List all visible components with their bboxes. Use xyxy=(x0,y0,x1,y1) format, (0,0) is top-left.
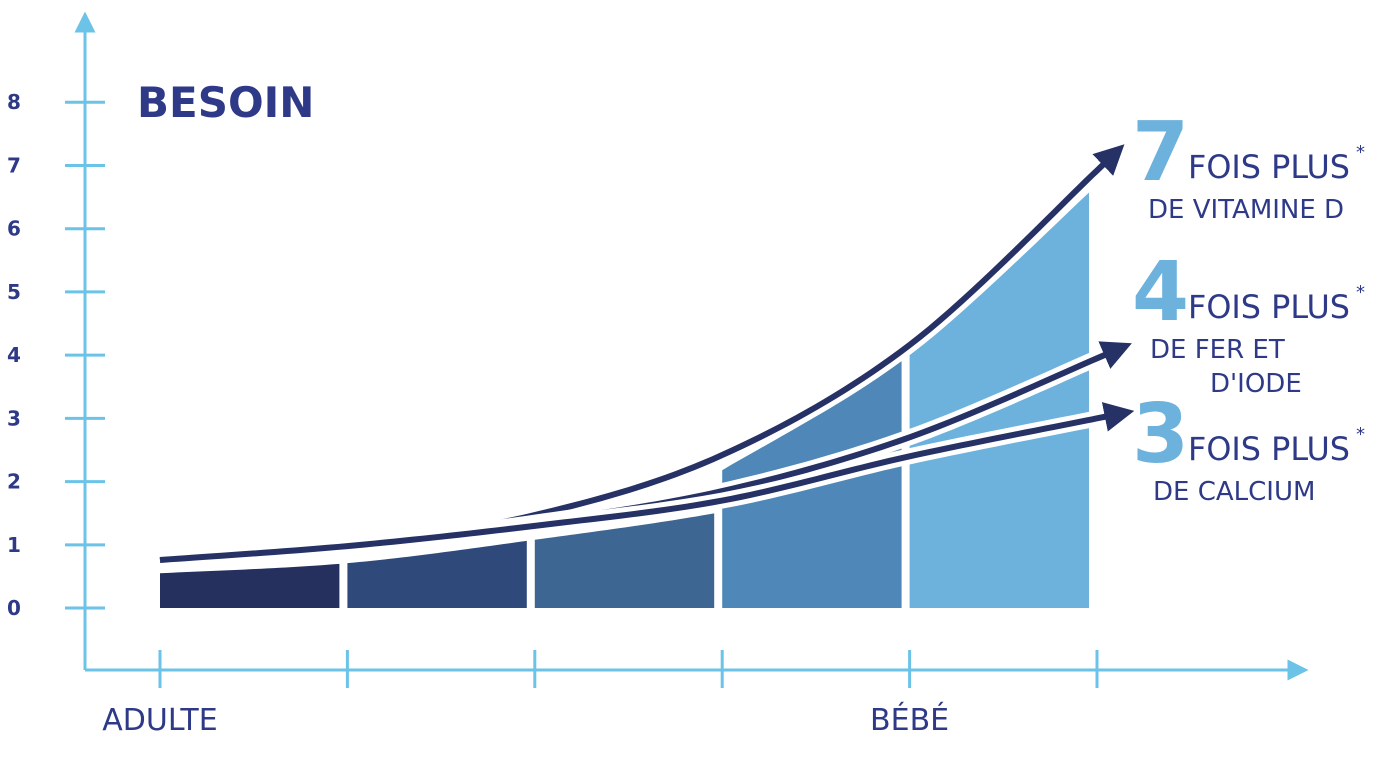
annotation-detail: DE CALCIUM xyxy=(1153,477,1315,507)
chart-title: BESOIN xyxy=(137,78,314,127)
y-tick-label: 1 xyxy=(7,533,21,557)
y-tick-label: 5 xyxy=(7,280,21,304)
x-tick-label: BÉBÉ xyxy=(870,702,949,738)
y-tick-label: 2 xyxy=(7,470,21,494)
annotation-mark: * xyxy=(1356,282,1365,303)
annotation-detail: DE VITAMINE D xyxy=(1148,195,1344,225)
annotation-mark: * xyxy=(1356,424,1365,445)
area-segment xyxy=(534,513,715,609)
annotation-number: 4 xyxy=(1132,245,1189,340)
line xyxy=(159,402,1135,563)
y-tick-label: 4 xyxy=(7,343,21,367)
y-tick-label: 7 xyxy=(7,153,21,177)
annotation-text: FOIS PLUS xyxy=(1188,148,1350,186)
x-tick-label: ADULTE xyxy=(102,703,217,738)
y-tick-label: 3 xyxy=(7,406,21,430)
area-segment xyxy=(347,540,527,609)
annotation-text: FOIS PLUS xyxy=(1188,430,1350,468)
annotation-text: FOIS PLUS xyxy=(1188,288,1350,326)
annotation-number: 3 xyxy=(1132,387,1189,482)
annotation-number: 7 xyxy=(1132,105,1189,200)
y-tick-label: 8 xyxy=(7,90,21,114)
area-segment xyxy=(160,563,340,609)
y-tick-label: 6 xyxy=(7,217,21,241)
annotation-detail: DE FER ET xyxy=(1150,335,1285,365)
y-tick-label: 0 xyxy=(7,596,21,620)
annotation-mark: * xyxy=(1356,142,1365,163)
annotation-detail: D'IODE xyxy=(1210,369,1302,399)
